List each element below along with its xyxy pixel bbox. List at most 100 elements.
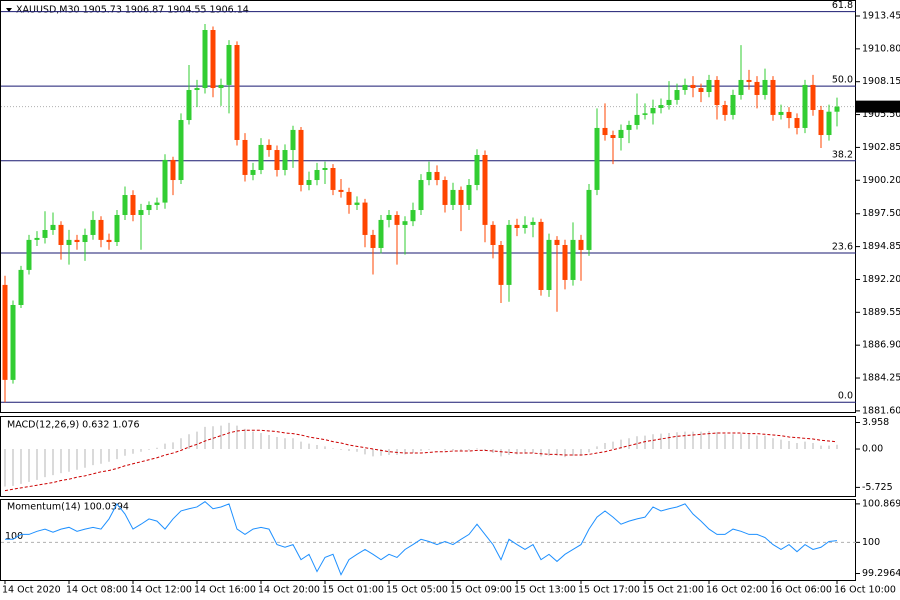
candle-body <box>298 129 304 185</box>
candle-body <box>658 105 664 108</box>
candle-body <box>258 144 264 170</box>
candle-body <box>722 105 728 115</box>
candle-body <box>834 106 840 112</box>
x-tick-label: 14 Oct 2020 <box>2 585 61 596</box>
candle-body <box>122 195 128 215</box>
candle-body <box>490 224 496 245</box>
candle-body <box>810 84 816 110</box>
candle-body <box>442 180 448 205</box>
candle-body <box>154 202 160 205</box>
x-tick-label: 15 Oct 17:00 <box>578 585 640 596</box>
candle-body <box>434 171 440 181</box>
candle-body <box>546 239 552 290</box>
candle-body <box>362 202 368 235</box>
candle-body <box>2 284 8 380</box>
candle-body <box>450 189 456 205</box>
candle-body <box>10 305 16 380</box>
y-tick-label: 1900.20 <box>862 175 900 186</box>
y-tick-label: 1889.55 <box>862 307 900 318</box>
fib-label: 50.0 <box>832 75 853 86</box>
candle-body <box>650 107 656 114</box>
candle-body <box>98 219 104 240</box>
candle-body <box>82 234 88 243</box>
momentum-panel-border <box>0 499 856 581</box>
candle-body <box>602 127 608 136</box>
candle-body <box>18 269 24 306</box>
candle-body <box>418 180 424 211</box>
x-tick-label: 16 Oct 02:00 <box>706 585 768 596</box>
candle-body <box>714 79 720 106</box>
series-line <box>5 501 838 576</box>
candle-body <box>426 171 432 181</box>
candle-body <box>266 144 272 151</box>
candle-body <box>346 191 352 205</box>
candle-body <box>610 135 616 138</box>
candle-body <box>458 189 464 205</box>
x-tick-label: 14 Oct 12:00 <box>130 585 192 596</box>
y-tick-label: 0.00 <box>862 444 883 455</box>
candle-body <box>506 224 512 285</box>
candle-body <box>330 167 336 190</box>
candle-body <box>194 88 200 91</box>
y-tick-label: 1894.85 <box>862 241 900 252</box>
y-tick-label: 100 <box>862 537 880 548</box>
candle-body <box>746 79 752 82</box>
main-panel-border <box>0 0 856 413</box>
candle-body <box>210 30 216 89</box>
candle-body <box>162 159 168 203</box>
candle-body <box>186 90 192 121</box>
candle-body <box>274 150 280 170</box>
menu-triangle[interactable] <box>6 8 12 12</box>
macd-title: MACD(12,26,9) 0.632 1.076 <box>7 420 140 431</box>
candle-body <box>74 239 80 243</box>
candle-body <box>306 180 312 185</box>
candle-body <box>314 169 320 181</box>
y-tick-label: 1886.90 <box>862 340 900 351</box>
candle-body <box>730 94 736 115</box>
candle-body <box>250 169 256 175</box>
y-tick-label: 1881.60 <box>862 405 900 416</box>
candle-body <box>706 79 712 92</box>
x-tick-label: 14 Oct 08:00 <box>66 585 128 596</box>
candle-body <box>570 239 576 280</box>
candle-body <box>562 244 568 280</box>
candle-body <box>42 229 48 238</box>
candle-body <box>50 224 56 230</box>
y-tick-label: 1905.50 <box>862 109 900 120</box>
candle-body <box>370 234 376 248</box>
candle-body <box>522 224 528 229</box>
candle-body <box>778 111 784 115</box>
candle-body <box>826 111 832 136</box>
candle-body <box>242 139 248 175</box>
candle-body <box>354 202 360 205</box>
y-tick-label: 1897.50 <box>862 208 900 219</box>
candle-body <box>138 210 144 215</box>
candle-body <box>690 84 696 89</box>
candle-body <box>786 111 792 119</box>
x-tick-label: 14 Oct 20:00 <box>258 585 320 596</box>
y-tick-label: 1884.25 <box>862 373 900 384</box>
candle-body <box>482 154 488 225</box>
candle-body <box>618 129 624 138</box>
candle-body <box>178 120 184 181</box>
candle-body <box>770 79 776 115</box>
candle-body <box>498 244 504 285</box>
candle-body <box>794 118 800 128</box>
candle-body <box>514 224 520 229</box>
candle-body <box>66 239 72 245</box>
series-line <box>4 429 838 492</box>
candle-body <box>754 81 760 95</box>
x-tick-label: 14 Oct 16:00 <box>194 585 256 596</box>
candle-body <box>474 154 480 185</box>
candle-body <box>170 159 176 181</box>
y-tick-label: 3.958 <box>862 417 889 428</box>
candle-body <box>114 214 120 243</box>
candle-body <box>218 84 224 89</box>
candle-body <box>34 237 40 240</box>
candle-body <box>634 114 640 125</box>
y-tick-label: 1908.15 <box>862 76 900 87</box>
candle-body <box>698 88 704 92</box>
